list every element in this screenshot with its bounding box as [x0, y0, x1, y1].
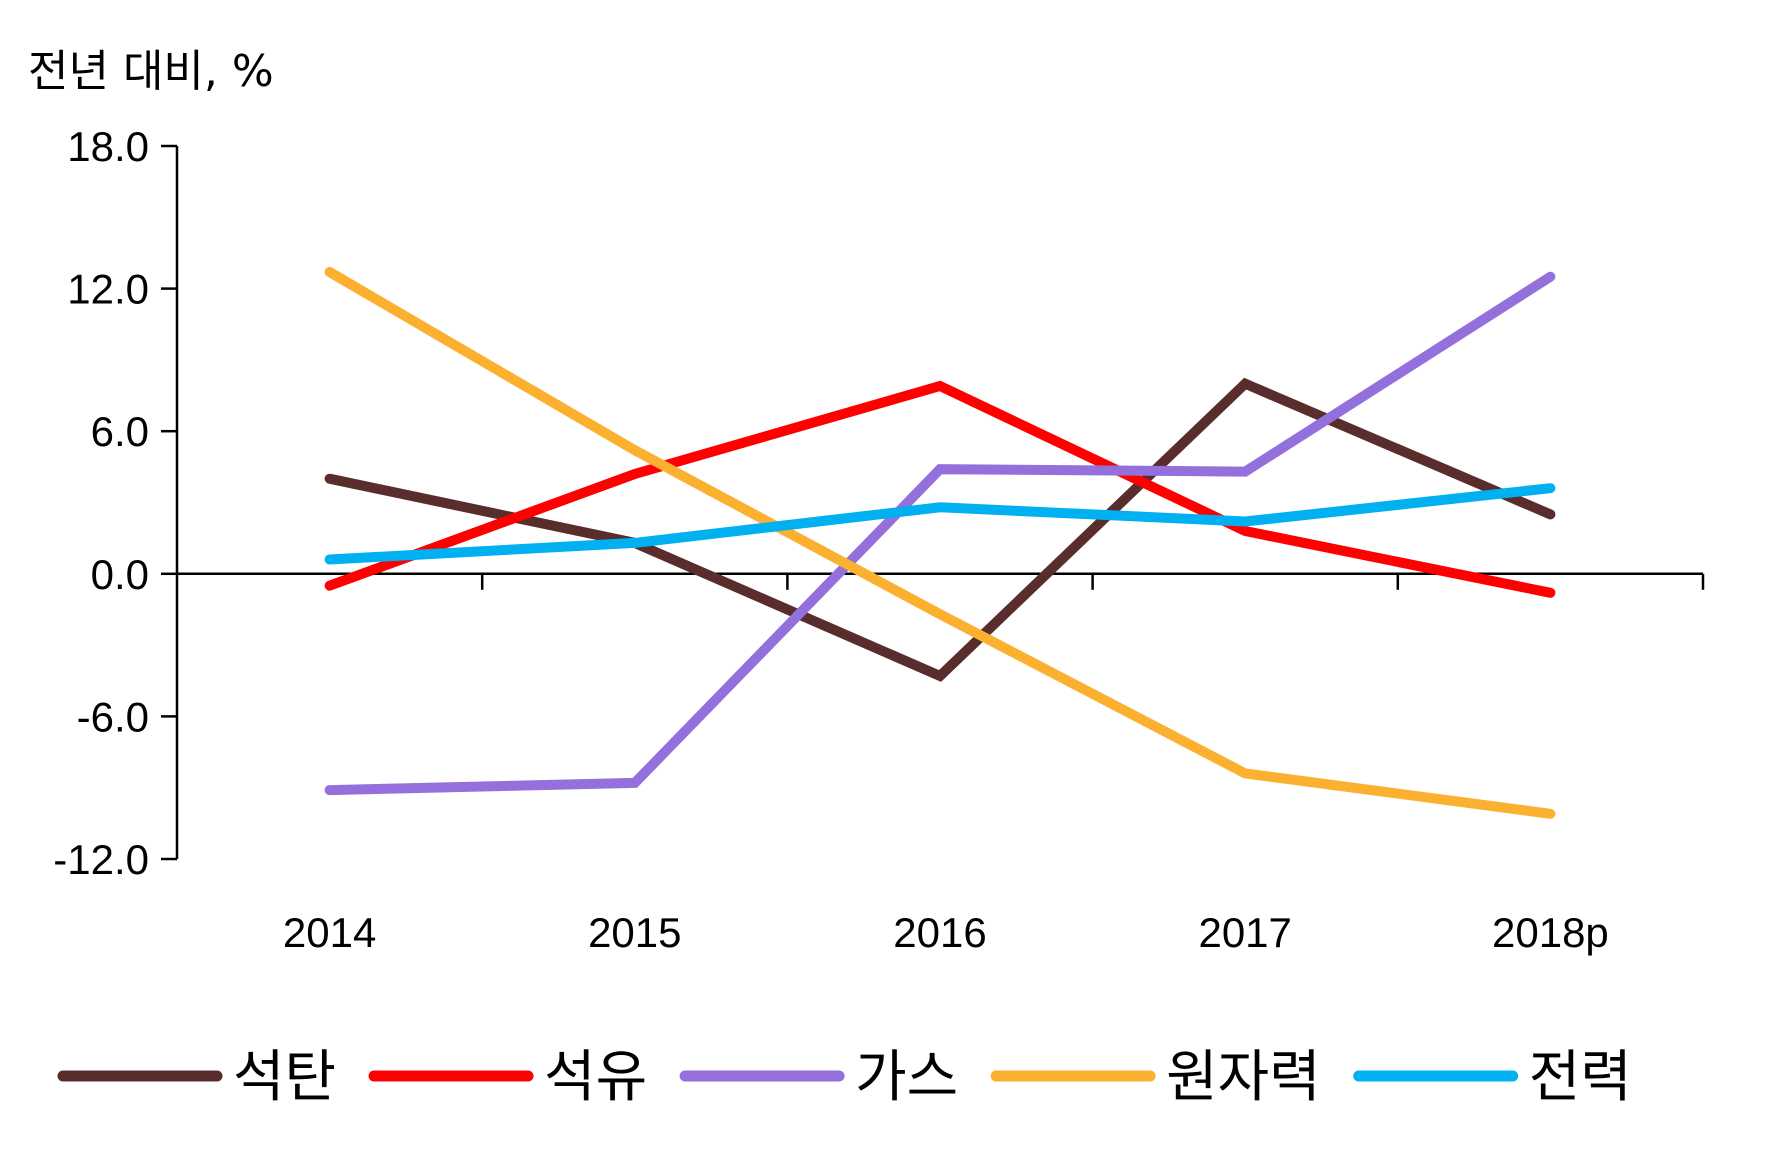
x-tick-label: 2017: [1198, 909, 1291, 956]
y-tick-label: -6.0: [77, 693, 149, 740]
x-tick-label: 2016: [893, 909, 986, 956]
series-line: [324, 271, 1556, 796]
x-tick-label: 2018p: [1492, 909, 1609, 956]
series-line: [324, 377, 1556, 682]
series-line: [324, 483, 1556, 565]
y-tick-label: 12.0: [67, 266, 149, 313]
legend-label: 석탄: [233, 1045, 336, 1110]
series-line: [324, 380, 1556, 598]
y-axis-label: 전년 대비, %: [28, 46, 274, 97]
y-tick-label: 0.0: [91, 551, 149, 598]
y-tick-label: 18.0: [67, 123, 149, 170]
x-tick-label: 2015: [588, 909, 681, 956]
series-layer: [324, 267, 1556, 819]
x-tick-label: 2014: [283, 909, 376, 956]
y-tick-label: -12.0: [53, 836, 149, 883]
series-line: [324, 267, 1556, 819]
legend: 석탄 석유 가스 원자력 전력: [57, 1045, 1632, 1110]
y-tick-label: 6.0: [91, 408, 149, 455]
legend-label: 석유: [544, 1045, 647, 1110]
legend-label: 전력: [1529, 1045, 1632, 1110]
axes: 18.0 12.0 6.0 0.0 -6.0 -12.0 2014 2015 2016 2017 2…: [53, 123, 1705, 956]
legend-label: 가스: [855, 1045, 958, 1110]
legend-label: 원자력: [1166, 1045, 1321, 1110]
